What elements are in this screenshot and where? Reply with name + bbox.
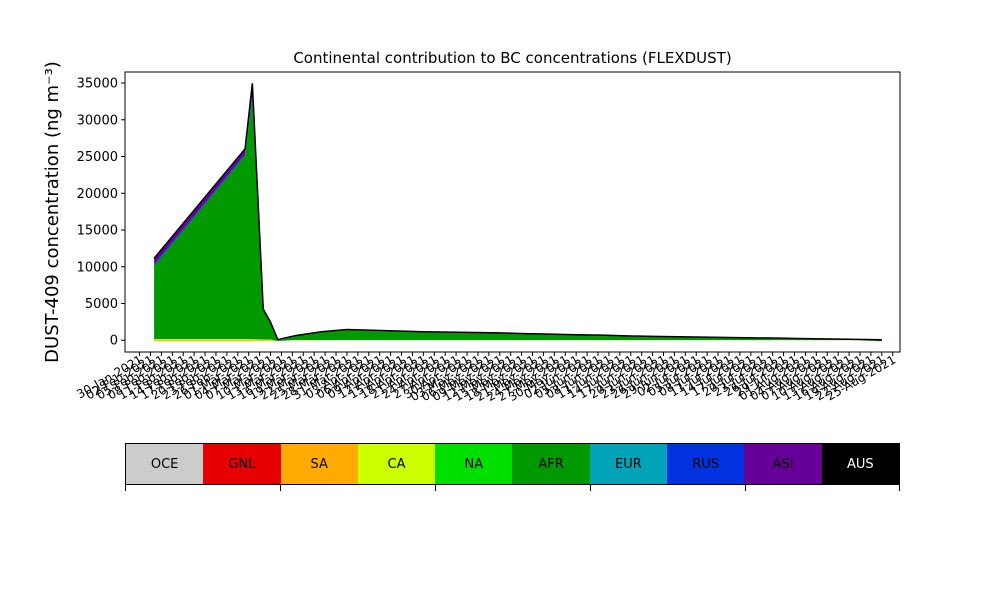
legend-item-sa: SA	[280, 444, 358, 484]
legend-tick	[590, 485, 591, 491]
chart-title: Continental contribution to BC concentra…	[293, 49, 731, 67]
legend-tick	[745, 485, 746, 491]
y-tick-label: 0	[110, 334, 118, 349]
y-tick-label: 5000	[85, 297, 118, 312]
legend-tick	[435, 485, 436, 491]
total-line	[153, 83, 882, 341]
area-sa	[154, 340, 882, 342]
legend-item-eur: EUR	[589, 444, 668, 484]
legend-tick	[899, 485, 900, 491]
y-tick-label: 30000	[77, 113, 118, 128]
legend-item-ca: CA	[357, 444, 436, 484]
y-tick-label: 15000	[77, 224, 118, 239]
plot-frame	[124, 71, 901, 353]
y-tick-label: 10000	[77, 260, 118, 275]
area-afr	[154, 98, 882, 342]
legend-ticks	[125, 485, 900, 493]
legend-item-na: NA	[435, 444, 513, 484]
y-tick-label: 35000	[77, 77, 118, 92]
legend-item-oce: OCE	[126, 444, 204, 484]
legend-tick	[125, 485, 126, 491]
legend-tick	[280, 485, 281, 491]
legend-item-aus: AUS	[821, 444, 899, 484]
y-tick-label: 20000	[77, 187, 118, 202]
legend-item-gnl: GNL	[203, 444, 281, 484]
area-ca	[154, 339, 882, 341]
legend-colorbar: OCE GNL SA CA NA AFR EUR RUS ASI AUS	[125, 443, 900, 485]
y-axis-label: DUST-409 concentration (ng m⁻³)	[42, 61, 63, 363]
legend-item-afr: AFR	[512, 444, 590, 484]
legend-item-rus: RUS	[667, 444, 745, 484]
y-tick-label: 25000	[77, 150, 118, 165]
legend-item-asi: ASI	[744, 444, 822, 484]
